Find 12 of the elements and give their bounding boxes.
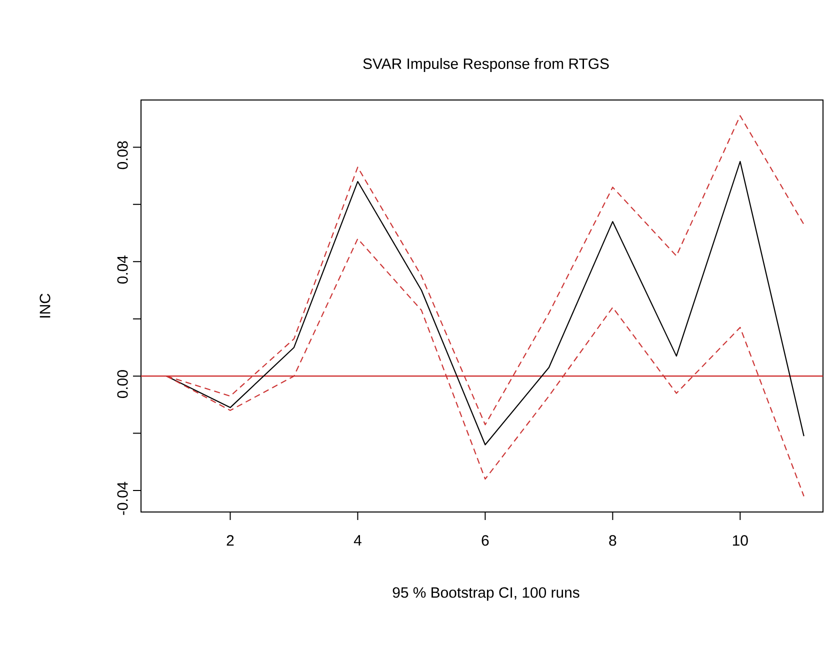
x-tick-label: 6: [482, 535, 489, 546]
y-tick-label: -0.04: [117, 482, 128, 515]
x-tick-label: 2: [226, 535, 234, 546]
y-tick-label: 0.00: [117, 370, 128, 398]
x-axis-title: 95 % Bootstrap CI, 100 runs: [392, 587, 580, 601]
x-tick-label: 4: [354, 535, 362, 546]
chart-title: SVAR Impulse Response from RTGS: [363, 58, 609, 72]
x-tick-label: 8: [609, 535, 616, 546]
x-tick-label: 10: [732, 535, 748, 546]
y-tick-label: 0.08: [117, 141, 128, 170]
y-tick-label: 0.04: [117, 256, 128, 284]
y-axis-title: INC: [40, 294, 50, 318]
